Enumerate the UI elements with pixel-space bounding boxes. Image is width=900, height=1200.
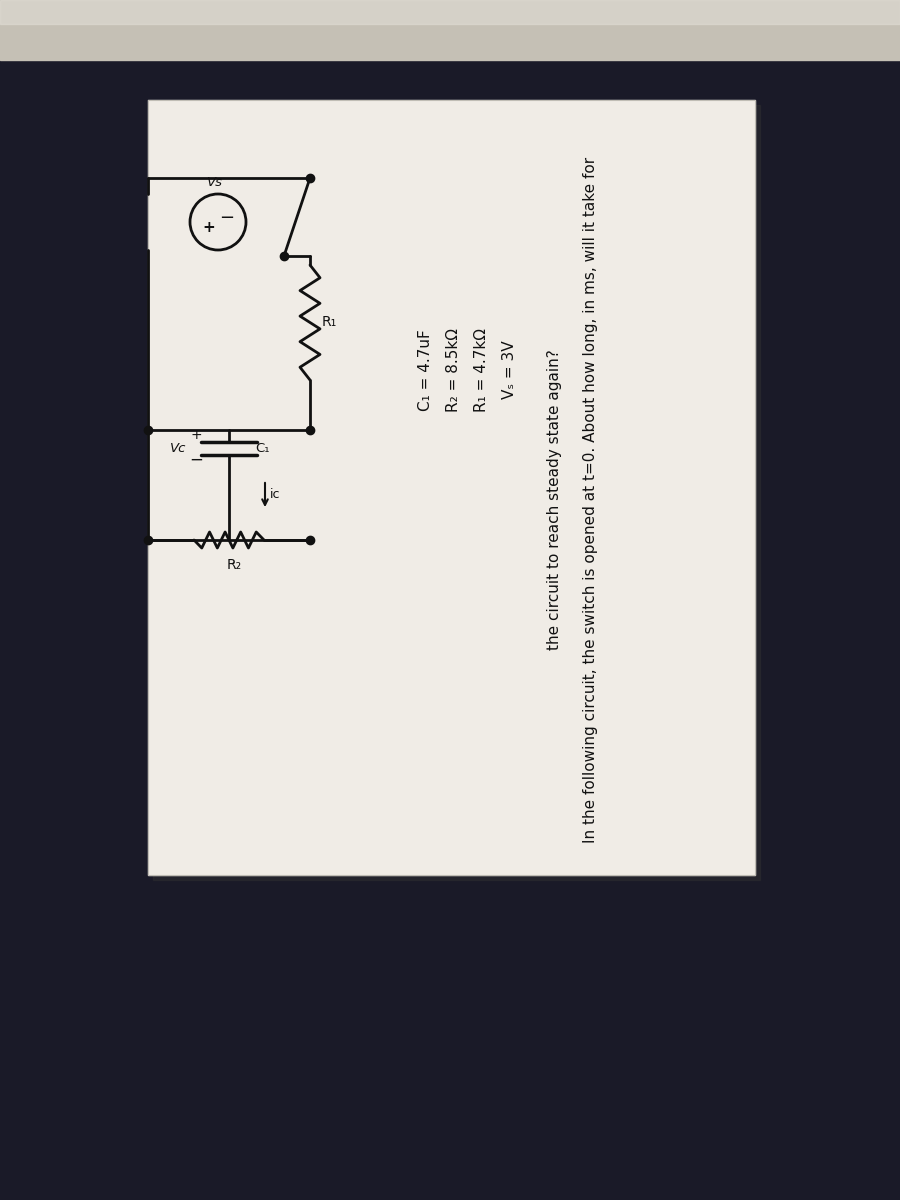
Text: −: − [189,451,202,469]
Text: R₂ = 8.5kΩ: R₂ = 8.5kΩ [446,328,462,412]
Text: R₁ = 4.7kΩ: R₁ = 4.7kΩ [474,328,490,412]
Text: the circuit to reach steady state again?: the circuit to reach steady state again? [547,349,562,650]
Circle shape [190,194,246,250]
Polygon shape [148,100,755,875]
Text: +: + [202,221,215,235]
Polygon shape [0,0,900,24]
Text: Vₛ = 3V: Vₛ = 3V [502,341,518,400]
Text: R₂: R₂ [227,558,241,572]
Text: Vc: Vc [170,442,186,455]
Polygon shape [153,104,760,880]
Text: In the following circuit, the switch is opened at t=0. About how long, in ms, wi: In the following circuit, the switch is … [582,157,598,844]
Text: +: + [190,428,202,442]
Text: C₁: C₁ [255,442,269,455]
Text: Vs: Vs [207,175,223,188]
Text: ic: ic [270,488,281,502]
Text: R₁: R₁ [322,314,338,329]
Text: −: − [220,209,235,227]
Text: C₁ = 4.7uF: C₁ = 4.7uF [418,329,434,410]
Polygon shape [0,0,900,60]
